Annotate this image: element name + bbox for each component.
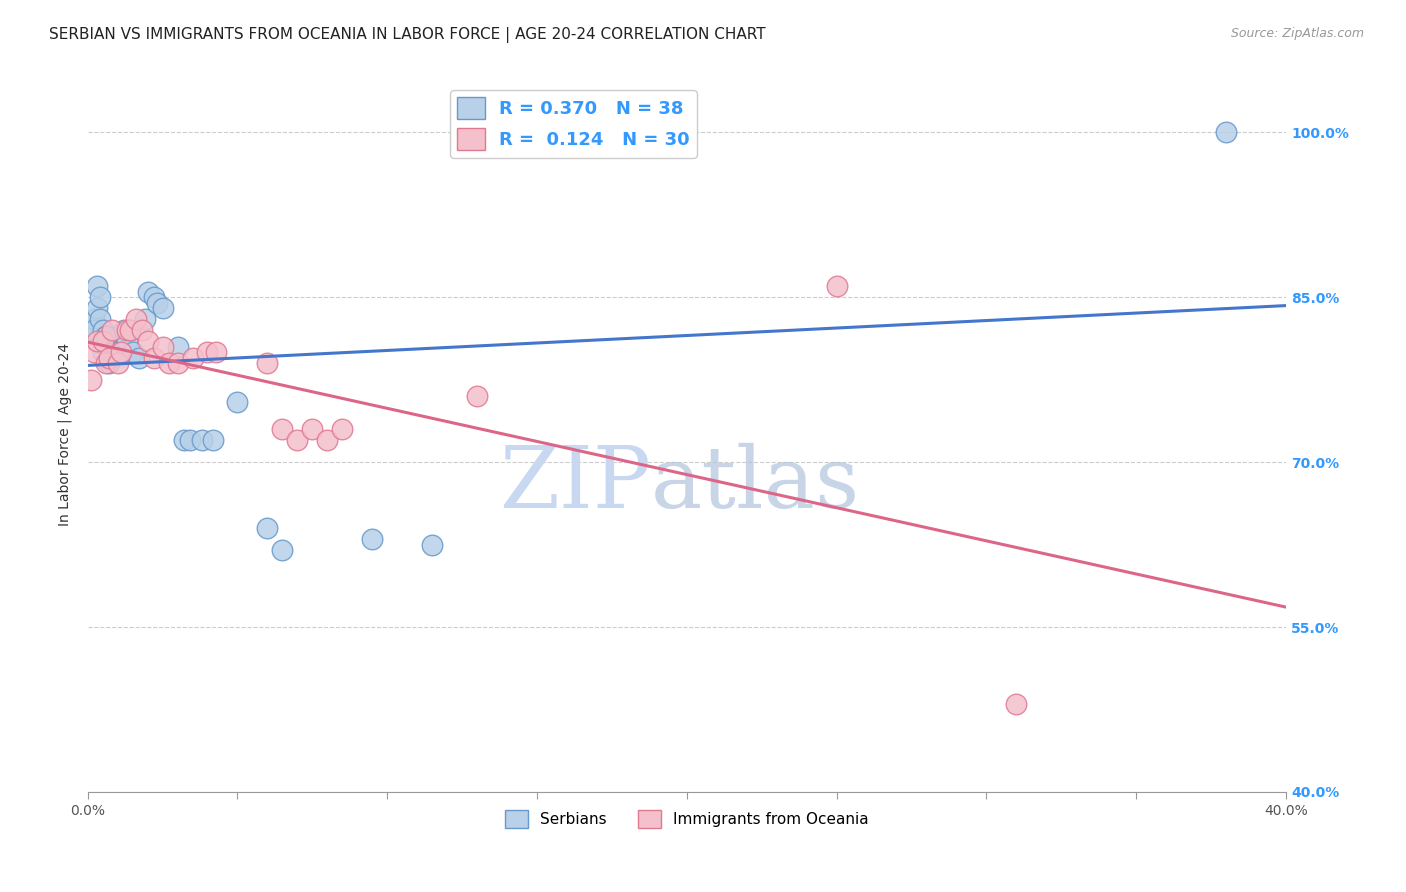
Point [115,323,138,337]
Point [118,323,141,337]
Point [271,422,294,436]
Point [91,323,114,337]
Point [166,340,188,354]
Point [179,433,201,447]
Point [301,422,323,436]
Point [197,345,219,359]
Point [271,543,294,558]
Point [86,334,108,349]
Point [226,394,249,409]
Text: SERBIAN VS IMMIGRANTS FROM OCEANIA IN LABOR FORCE | AGE 20-24 CORRELATION CHART: SERBIAN VS IMMIGRANTS FROM OCEANIA IN LA… [49,27,766,43]
Point [86,301,108,316]
Point [107,345,129,359]
Point [420,538,443,552]
Point [181,351,204,365]
Point [136,285,159,299]
Point [83,312,105,326]
Point [107,356,129,370]
Point [112,323,135,337]
Text: ZIP: ZIP [499,443,651,526]
Point [97,345,120,359]
Point [94,328,117,343]
Point [205,345,228,359]
Point [136,334,159,349]
Point [287,433,309,447]
Point [79,373,101,387]
Point [89,290,111,304]
Point [190,433,212,447]
Point [166,356,188,370]
Text: Source: ZipAtlas.com: Source: ZipAtlas.com [1230,27,1364,40]
Point [142,351,165,365]
Point [83,345,105,359]
Point [134,312,156,326]
Point [104,345,127,359]
Point [157,356,180,370]
Point [91,345,114,359]
Point [124,312,146,326]
Point [316,433,339,447]
Y-axis label: In Labor Force | Age 20-24: In Labor Force | Age 20-24 [58,343,72,526]
Point [465,389,488,403]
Point [361,532,384,546]
Point [83,323,105,337]
Point [202,433,225,447]
Point [128,351,150,365]
Point [152,340,174,354]
Point [97,356,120,370]
Point [86,279,108,293]
Point [256,356,278,370]
Point [115,334,138,349]
Text: atlas: atlas [651,443,860,526]
Point [118,323,141,337]
Point [121,345,143,359]
Point [152,301,174,316]
Point [131,323,153,337]
Point [145,295,167,310]
Point [256,521,278,535]
Point [94,356,117,370]
Point [100,323,122,337]
Point [94,328,117,343]
Point [1005,697,1028,711]
Point [100,345,122,359]
Point [107,345,129,359]
Point [142,290,165,304]
Point [825,279,848,293]
Point [330,422,353,436]
Point [79,323,101,337]
Point [173,433,195,447]
Legend: Serbians, Immigrants from Oceania: Serbians, Immigrants from Oceania [499,804,875,834]
Point [110,345,132,359]
Point [91,334,114,349]
Point [1215,125,1237,139]
Point [89,312,111,326]
Point [97,351,120,365]
